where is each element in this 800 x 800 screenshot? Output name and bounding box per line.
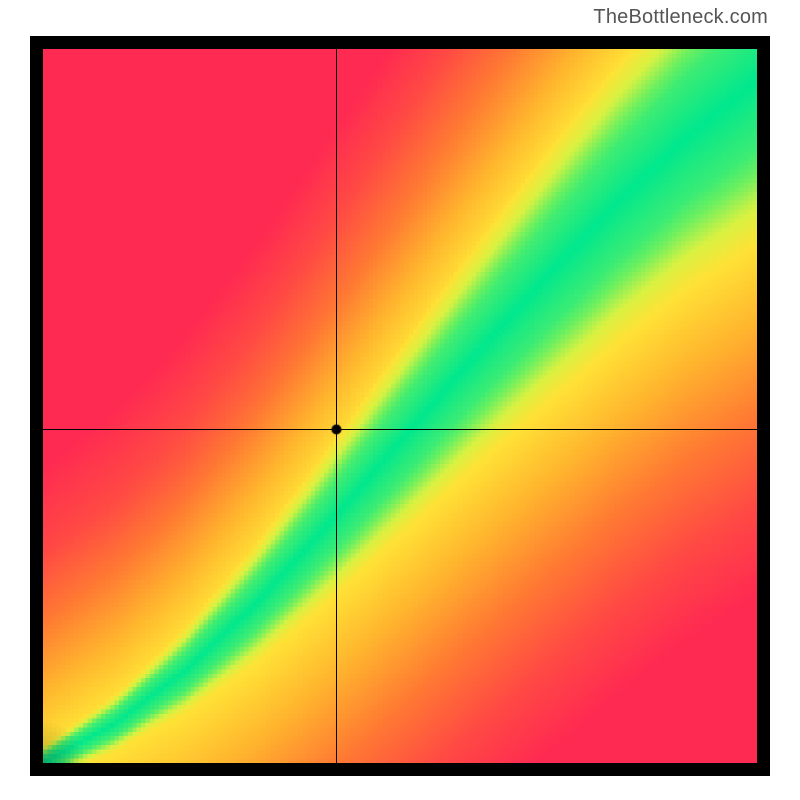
chart-container: TheBottleneck.com [0,0,800,800]
overlay-canvas [30,36,770,776]
chart-frame [30,36,770,776]
watermark-text: TheBottleneck.com [593,6,768,29]
